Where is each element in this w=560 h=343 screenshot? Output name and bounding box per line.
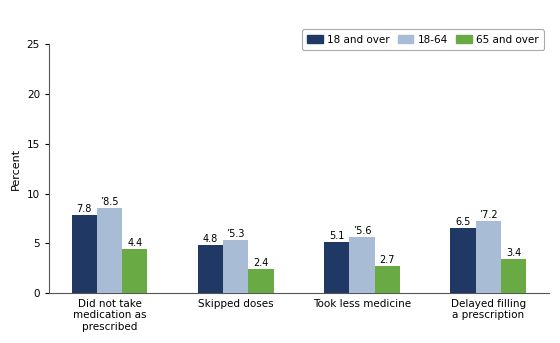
Text: 5.1: 5.1 [329, 231, 344, 241]
Bar [223, 240, 249, 293]
Text: 4.4: 4.4 [127, 238, 142, 248]
Text: 6.5: 6.5 [455, 217, 471, 227]
Bar [97, 209, 122, 293]
Y-axis label: Percent: Percent [11, 147, 21, 190]
Text: ’7.2: ’7.2 [479, 210, 498, 220]
Bar [122, 249, 147, 293]
Bar [450, 228, 475, 293]
Text: 7.8: 7.8 [77, 204, 92, 214]
Bar [249, 269, 274, 293]
Text: 2.4: 2.4 [253, 258, 269, 268]
Bar [375, 266, 400, 293]
Text: 3.4: 3.4 [506, 248, 521, 258]
Legend: 18 and over, 18-64, 65 and over: 18 and over, 18-64, 65 and over [302, 29, 544, 50]
Text: ’5.6: ’5.6 [353, 226, 371, 236]
Bar [475, 222, 501, 293]
Bar [324, 243, 349, 293]
Bar [349, 237, 375, 293]
Bar [501, 259, 526, 293]
Text: ’8.5: ’8.5 [100, 197, 119, 207]
Text: ’5.3: ’5.3 [227, 229, 245, 239]
Text: 2.7: 2.7 [380, 255, 395, 265]
Text: 4.8: 4.8 [203, 234, 218, 244]
Bar [72, 215, 97, 293]
Bar [198, 245, 223, 293]
